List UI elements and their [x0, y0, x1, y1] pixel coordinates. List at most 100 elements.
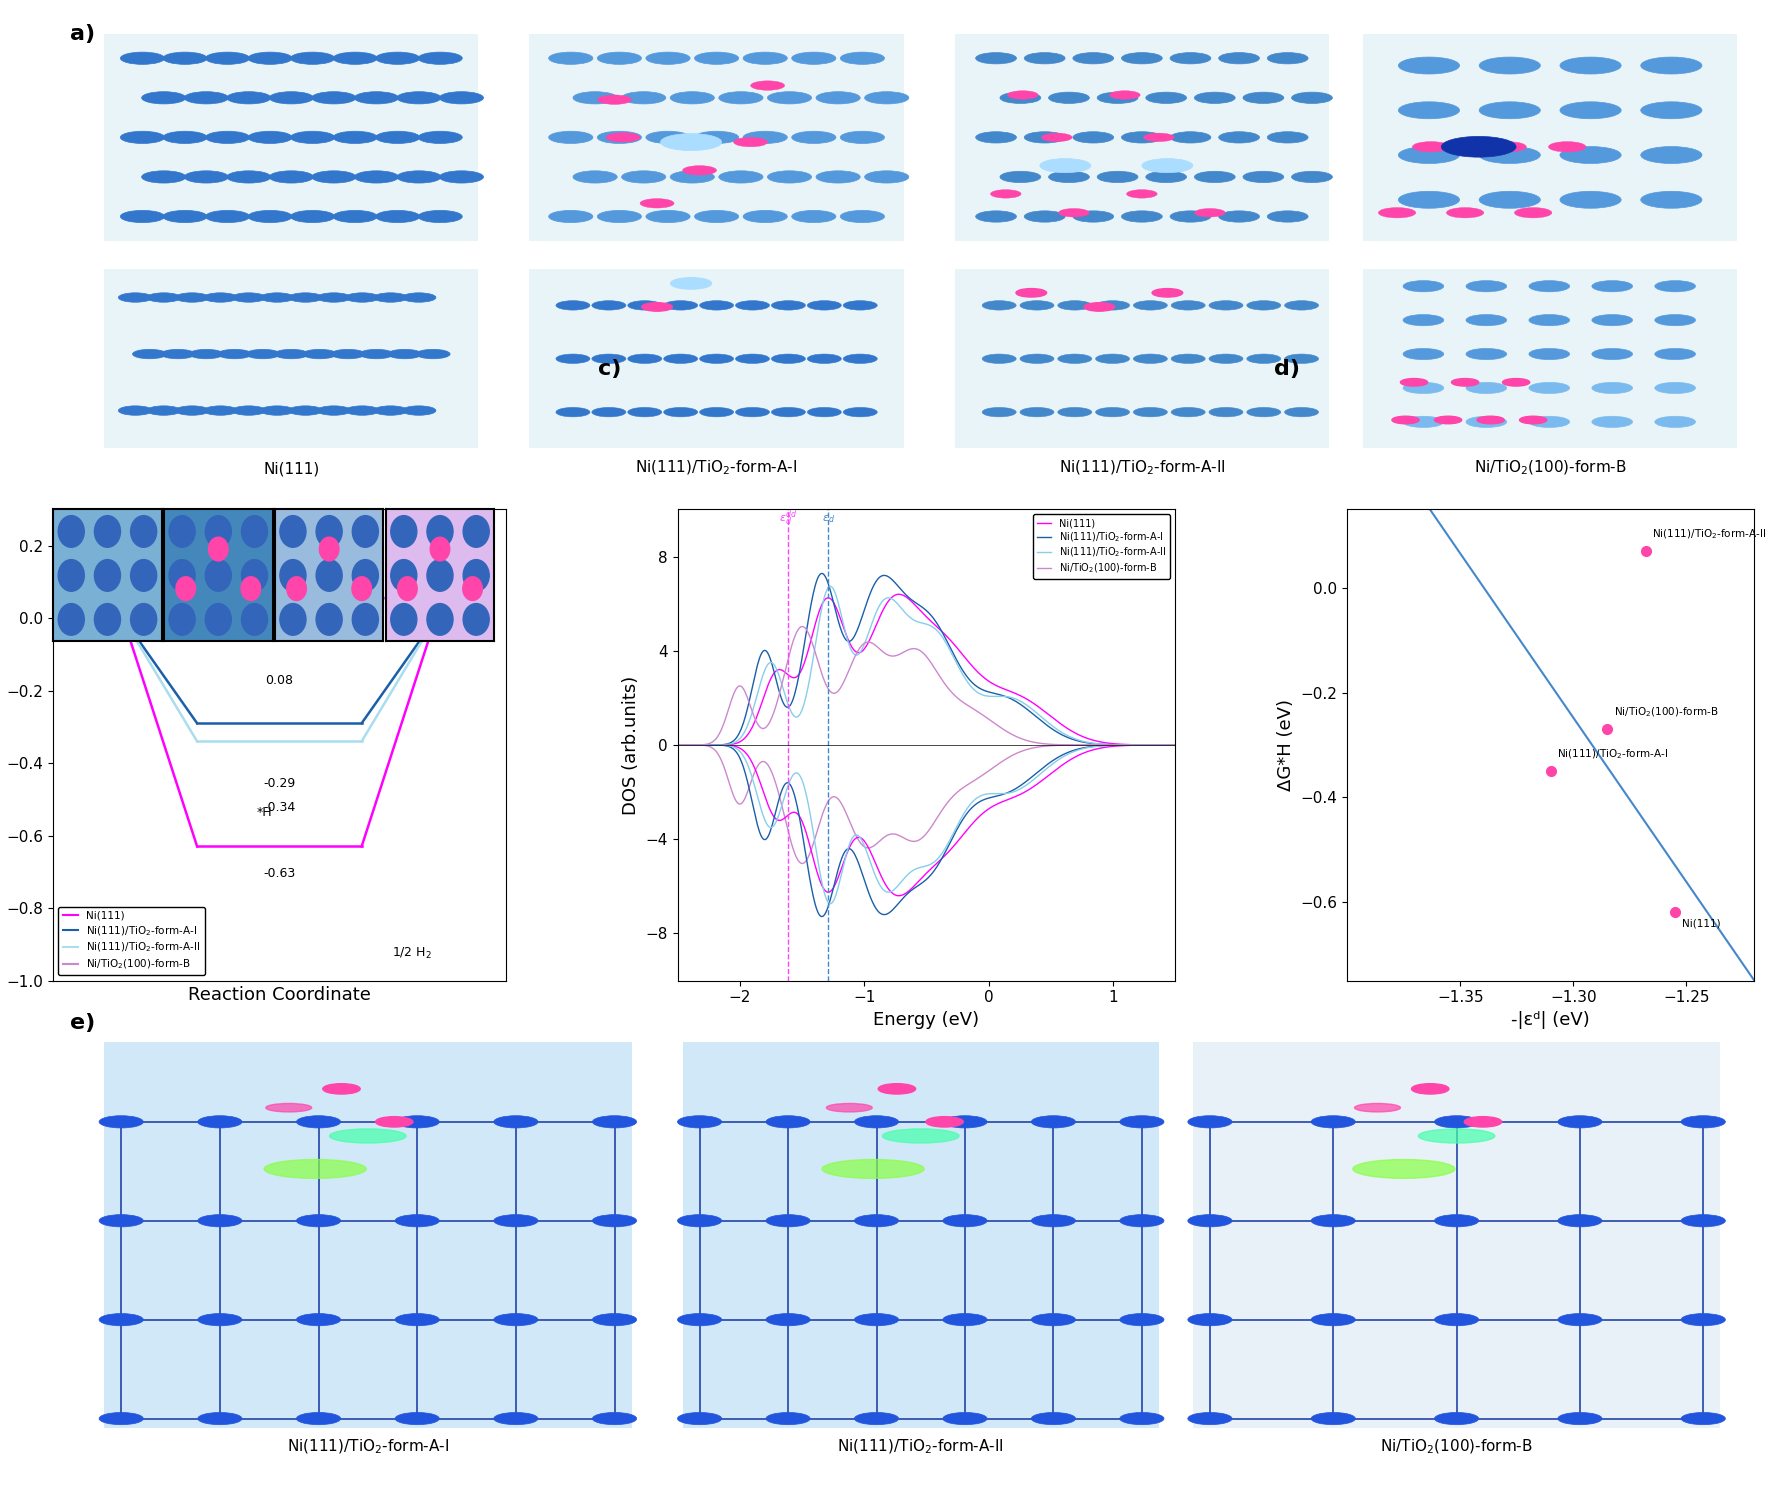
Circle shape [248, 52, 292, 64]
Ni(111) [937, 629, 959, 647]
Circle shape [248, 131, 292, 143]
Circle shape [1682, 1314, 1726, 1326]
Circle shape [742, 131, 787, 143]
Circle shape [854, 1116, 898, 1128]
Circle shape [1520, 416, 1547, 423]
Ni(111)/TiO$_2$-form-A-I [1164, 736, 1185, 754]
Circle shape [1267, 131, 1308, 143]
Line: Ni(111)/TiO$_2$-form-A-I: Ni(111)/TiO$_2$-form-A-I [677, 574, 1175, 745]
Circle shape [719, 92, 764, 104]
Line: Ni(111)/TiO$_2$-form-A-II: Ni(111)/TiO$_2$-form-A-II [677, 586, 1175, 745]
Circle shape [1465, 314, 1506, 326]
Circle shape [296, 1413, 340, 1424]
Circle shape [376, 131, 420, 143]
Circle shape [397, 92, 441, 104]
FancyBboxPatch shape [1193, 1042, 1721, 1427]
Circle shape [184, 92, 229, 104]
Circle shape [592, 1116, 636, 1128]
Circle shape [1031, 1214, 1076, 1226]
Circle shape [354, 92, 399, 104]
Circle shape [792, 52, 836, 64]
Circle shape [999, 92, 1040, 103]
Circle shape [549, 131, 594, 143]
Circle shape [1031, 1116, 1076, 1128]
Circle shape [943, 1214, 987, 1226]
Circle shape [317, 294, 351, 302]
Circle shape [346, 405, 379, 416]
Circle shape [943, 1413, 987, 1424]
Circle shape [1209, 407, 1242, 417]
Circle shape [719, 171, 764, 183]
Circle shape [976, 52, 1017, 64]
Text: Ni(111)/TiO$_2$-form-A-II: Ni(111)/TiO$_2$-form-A-II [1653, 527, 1767, 541]
Circle shape [1398, 101, 1460, 119]
Circle shape [439, 171, 484, 183]
Circle shape [206, 210, 250, 222]
Circle shape [1641, 101, 1701, 119]
Text: H$^+$ + e$^-$: H$^+$ + e$^-$ [62, 945, 119, 960]
Circle shape [1464, 1116, 1501, 1126]
Circle shape [260, 294, 294, 302]
Legend: Ni(111), Ni(111)/TiO$_2$-form-A-I, Ni(111)/TiO$_2$-form-A-II, Ni/TiO$_2$(100)-fo: Ni(111), Ni(111)/TiO$_2$-form-A-I, Ni(11… [58, 907, 206, 976]
Circle shape [843, 407, 877, 417]
Ellipse shape [882, 1129, 959, 1143]
Circle shape [592, 355, 626, 364]
Ni(111) [1076, 729, 1097, 746]
Text: 1/2 H$_2$: 1/2 H$_2$ [392, 946, 432, 961]
Circle shape [1682, 1214, 1726, 1226]
Circle shape [163, 210, 207, 222]
Circle shape [1435, 416, 1462, 423]
Circle shape [792, 210, 836, 222]
Ellipse shape [1352, 1159, 1455, 1179]
Text: $\varepsilon_d$: $\varepsilon_d$ [822, 513, 835, 524]
Ni(111)/TiO$_2$-form-A-II [666, 736, 688, 754]
Circle shape [1529, 280, 1570, 292]
Circle shape [1015, 289, 1047, 297]
Circle shape [269, 171, 314, 183]
Circle shape [1292, 171, 1333, 183]
Circle shape [622, 92, 666, 104]
Circle shape [1465, 416, 1506, 428]
Ni(111)/TiO$_2$-form-A-I [937, 633, 959, 651]
Circle shape [925, 1116, 964, 1126]
Circle shape [1267, 212, 1308, 222]
FancyBboxPatch shape [105, 34, 478, 241]
Circle shape [1024, 52, 1065, 64]
Text: Ni/TiO$_2$(100)-form-B: Ni/TiO$_2$(100)-form-B [1614, 705, 1719, 718]
Circle shape [206, 131, 250, 143]
Circle shape [331, 349, 365, 359]
Circle shape [1187, 1116, 1232, 1128]
Circle shape [1311, 1214, 1356, 1226]
Circle shape [556, 407, 590, 417]
Circle shape [1072, 131, 1113, 143]
Ni(111)/TiO$_2$-form-A-II [819, 577, 840, 595]
Circle shape [592, 1413, 636, 1424]
Circle shape [1134, 301, 1168, 310]
Circle shape [120, 131, 165, 143]
Circle shape [735, 355, 769, 364]
Circle shape [677, 1413, 721, 1424]
Circle shape [1285, 355, 1318, 364]
Circle shape [376, 52, 420, 64]
Circle shape [943, 1116, 987, 1128]
Circle shape [402, 294, 436, 302]
Circle shape [767, 171, 812, 183]
Y-axis label: DOS (arb.units): DOS (arb.units) [622, 675, 640, 815]
Circle shape [147, 405, 181, 416]
Circle shape [1515, 207, 1552, 218]
Circle shape [119, 405, 152, 416]
Circle shape [269, 92, 314, 104]
Circle shape [1267, 52, 1308, 64]
Circle shape [395, 1116, 439, 1128]
Ni/TiO$_2$(100)-form-B [1076, 736, 1097, 754]
Circle shape [333, 52, 377, 64]
Circle shape [622, 171, 666, 183]
Circle shape [771, 407, 806, 417]
Ni/TiO$_2$(100)-form-B [1154, 736, 1175, 754]
Circle shape [1072, 212, 1113, 222]
Ni(111)/TiO$_2$-form-A-I [907, 596, 929, 614]
Circle shape [1488, 142, 1526, 152]
Circle shape [494, 1314, 539, 1326]
Circle shape [1655, 314, 1696, 326]
Text: -0.29: -0.29 [264, 778, 296, 790]
